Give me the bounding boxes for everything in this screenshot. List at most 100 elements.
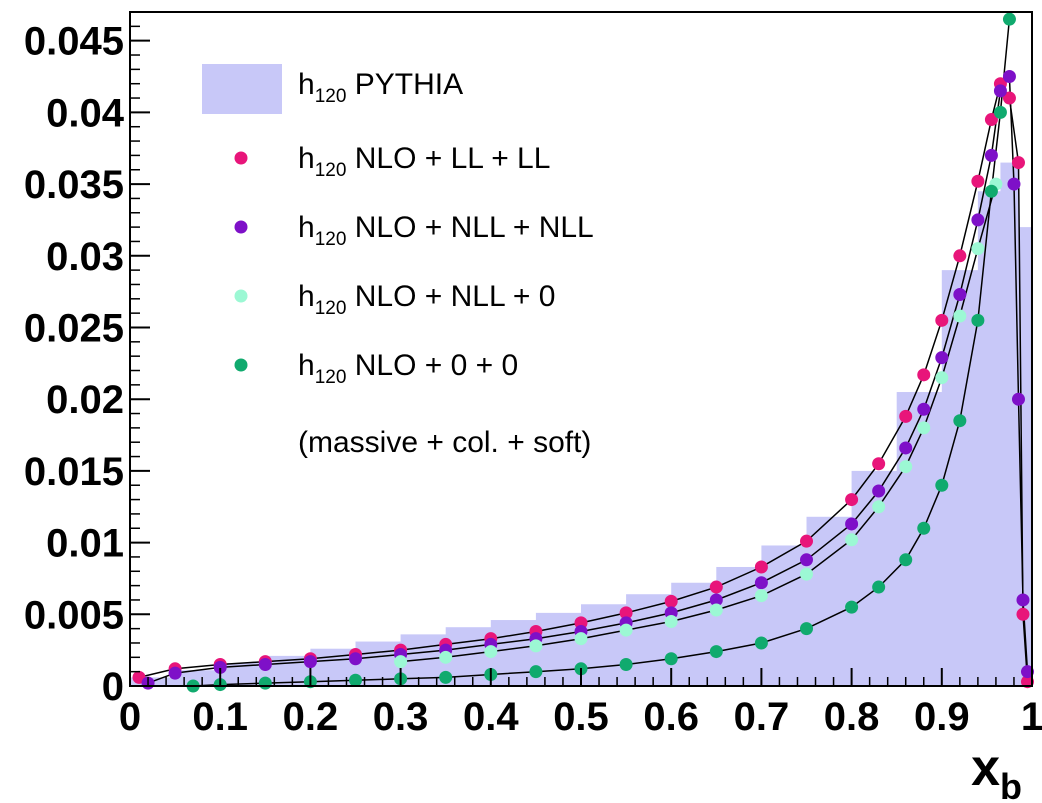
series-2-point xyxy=(1007,177,1021,191)
series-2-point xyxy=(971,213,985,227)
legend-marker-1 xyxy=(234,151,248,165)
x-tick-label: 0.7 xyxy=(734,695,790,739)
series-4-point xyxy=(754,636,768,650)
series-2-point xyxy=(709,593,723,607)
series-2-point xyxy=(993,84,1007,98)
series-2-point xyxy=(984,148,998,162)
series-1-point xyxy=(917,368,931,382)
series-1-point xyxy=(935,313,949,327)
legend-note: (massive + col. + soft) xyxy=(298,426,591,459)
legend-swatch-pythia xyxy=(202,64,282,114)
series-1-point xyxy=(872,457,886,471)
series-4-point xyxy=(971,313,985,327)
axes: 0 0.1 0.2 0.3 0.4 0.5 0.6 0.7 0.8 0.9 1 0 0.005 0.01 0… xyxy=(24,11,1042,739)
series-3-point xyxy=(953,309,967,323)
legend-label-main: h xyxy=(298,349,315,382)
series-2-point xyxy=(1020,665,1034,679)
series-3-point xyxy=(439,650,453,664)
series-3-point xyxy=(754,589,768,603)
series-2-point xyxy=(754,576,768,590)
series-3-point xyxy=(529,639,543,653)
series-4-point xyxy=(619,657,633,671)
y-tick-label: 0.04 xyxy=(46,91,125,135)
series-4-point xyxy=(984,184,998,198)
histogram-bar xyxy=(941,270,979,686)
series-1-point xyxy=(619,606,633,620)
legend-label-0: h120 PYTHIA xyxy=(298,68,463,107)
histogram-bar xyxy=(761,545,807,686)
series-3-point xyxy=(971,242,985,256)
series-3-point xyxy=(872,500,886,514)
histogram-bar xyxy=(220,663,266,686)
series-2-point xyxy=(303,655,317,669)
series-2-point xyxy=(917,402,931,416)
series-4-point xyxy=(800,622,813,636)
x-tick-label: 0.5 xyxy=(553,695,609,739)
series-2-point xyxy=(872,484,886,498)
series-3-point xyxy=(574,632,588,646)
y-tick-label: 0.005 xyxy=(24,593,124,637)
x-axis-title: xb xyxy=(971,739,1022,803)
series-4-point xyxy=(709,645,723,659)
y-tick-label: 0.01 xyxy=(46,522,124,566)
x-tick-label: 0.6 xyxy=(643,695,699,739)
legend-label-rest: NLO + LL + LL xyxy=(346,142,550,175)
series-4-point xyxy=(872,580,886,594)
series-2-point xyxy=(213,660,227,674)
series-4-point xyxy=(258,676,272,690)
legend-label-subscript: 120 xyxy=(315,229,347,250)
series-2-point xyxy=(168,666,182,680)
legend-label-main: h xyxy=(298,68,315,101)
series-4-point xyxy=(953,414,967,428)
series-1-point xyxy=(1011,156,1025,170)
legend-marker-3 xyxy=(234,289,248,303)
series-1-point xyxy=(1002,91,1016,105)
histogram-bar xyxy=(896,392,943,686)
series-2-point xyxy=(1016,593,1030,607)
series-2-point xyxy=(1011,392,1025,406)
legend-label-subscript: 120 xyxy=(315,298,347,319)
histogram-bar xyxy=(977,191,1001,687)
series-1-point xyxy=(899,409,913,423)
series-1-point xyxy=(1020,675,1034,689)
series-4-point xyxy=(1002,12,1016,26)
series-4-point xyxy=(439,670,453,684)
series-4-point xyxy=(664,652,678,666)
series-4-point xyxy=(349,673,362,687)
legend-label-4: h120 NLO + 0 + 0 xyxy=(298,349,518,388)
series-1-point xyxy=(984,113,998,127)
x-tick-label: 0.9 xyxy=(914,695,970,739)
histogram-bar xyxy=(716,566,762,686)
y-tick-label: 0.045 xyxy=(24,20,124,64)
series-2-point xyxy=(899,441,913,455)
histogram-bar xyxy=(671,582,717,686)
x-tick-label: 0 xyxy=(119,695,141,739)
histogram-bar xyxy=(626,594,672,686)
legend-label-rest: NLO + 0 + 0 xyxy=(346,349,518,382)
series-3-point xyxy=(845,533,859,547)
series-2-point xyxy=(935,351,949,365)
legend-label-main: h xyxy=(298,211,315,244)
series-3-point xyxy=(484,645,498,659)
series-2-point xyxy=(349,652,362,666)
series-1-point xyxy=(709,580,723,594)
series-1-point xyxy=(953,249,967,263)
series-3-point xyxy=(800,567,813,581)
series-4-point xyxy=(917,521,931,535)
fit-curve-3 xyxy=(400,183,997,663)
legend-label-subscript: 120 xyxy=(315,86,347,107)
series-2-point xyxy=(845,517,859,531)
x-tick-label: 0.3 xyxy=(373,695,429,739)
legend-label-main: h xyxy=(298,142,315,175)
series-4-point xyxy=(845,600,859,614)
legend-marker-4 xyxy=(234,358,248,372)
series-2-point xyxy=(258,657,272,671)
series-2-point xyxy=(953,288,967,302)
y-tick-label: 0.015 xyxy=(24,450,124,494)
x-tick-label: 0.8 xyxy=(824,695,880,739)
histogram-bar xyxy=(581,604,627,686)
series-4-point xyxy=(899,553,913,567)
series-1-point xyxy=(1016,607,1030,621)
series-3-point xyxy=(935,371,949,385)
